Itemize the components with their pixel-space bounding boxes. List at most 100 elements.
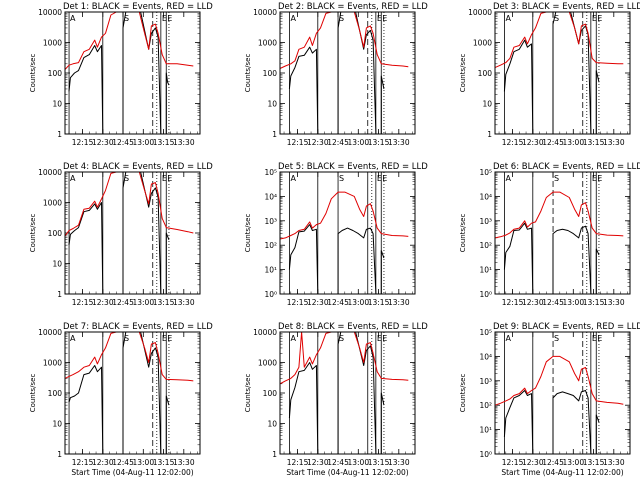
y-tick-label: 1000 <box>258 39 277 48</box>
panel-title: Det 4: BLACK = Events, RED = LLD <box>63 162 213 172</box>
y-axis-label: Counts/sec <box>459 214 467 253</box>
series-events-line <box>68 171 170 295</box>
y-tick-label: 1 <box>487 130 492 139</box>
marker-label: S <box>339 334 344 343</box>
series-events-line <box>503 222 600 295</box>
y-tick-label: 10⁰ <box>479 450 492 459</box>
panel-det-7: Det 7: BLACK = Events, RED = LLD Counts/s… <box>29 322 213 477</box>
x-axis-label: Start Time (04-Aug-11 12:02:00) <box>501 468 623 477</box>
x-tick-label: 12:15 <box>72 458 94 467</box>
series-lld-line <box>494 191 624 239</box>
marker-label: A <box>290 174 296 183</box>
x-tick-label: 12:30 <box>522 458 544 467</box>
panel-det-2: Det 2: BLACK = Events, RED = LLD Counts/s… <box>244 2 428 147</box>
y-axis-label: Counts/sec <box>459 54 467 93</box>
panel-det-3: Det 3: BLACK = Events, RED = LLD Counts/s… <box>459 2 640 147</box>
x-tick-label: 13:30 <box>603 458 625 467</box>
x-tick-label: 13:15 <box>583 298 605 307</box>
x-tick-label: 13:00 <box>132 138 154 147</box>
x-tick-label: 13:00 <box>347 138 369 147</box>
y-axis-label: Counts/sec <box>29 54 37 93</box>
x-tick-label: 12:30 <box>307 138 329 147</box>
y-tick-label: 10¹ <box>264 266 277 275</box>
y-tick-label: 10000 <box>38 8 62 17</box>
y-axis-label: Counts/sec <box>29 374 37 413</box>
marker-label: A <box>70 14 76 23</box>
x-tick-label: 13:30 <box>173 458 195 467</box>
x-tick-label: 13:30 <box>388 458 410 467</box>
y-tick-label: 10⁴ <box>479 192 492 201</box>
plot-frame <box>64 171 201 295</box>
marker-label: E <box>377 14 382 23</box>
x-tick-label: 12:45 <box>112 138 134 147</box>
x-tick-label: 12:30 <box>307 458 329 467</box>
y-tick-label: 10¹ <box>479 266 492 275</box>
y-tick-label: 10¹ <box>479 426 492 435</box>
y-tick-label: 10000 <box>38 328 62 337</box>
y-tick-label: 10³ <box>264 217 277 226</box>
panel-title: Det 6: BLACK = Events, RED = LLD <box>493 162 640 172</box>
marker-label: E <box>167 174 172 183</box>
x-tick-label: 13:30 <box>173 298 195 307</box>
y-tick-label: 100 <box>263 389 278 398</box>
x-tick-label: 12:15 <box>287 458 309 467</box>
y-tick-label: 10 <box>482 100 492 109</box>
x-tick-label: 12:30 <box>92 138 114 147</box>
x-tick-label: 12:30 <box>92 298 114 307</box>
y-tick-label: 10 <box>52 100 62 109</box>
x-tick-label: 12:45 <box>542 298 564 307</box>
marker-label: S <box>554 334 559 343</box>
panel-det-1: Det 1: BLACK = Events, RED = LLD Counts/s… <box>29 2 213 147</box>
x-tick-label: 12:30 <box>307 298 329 307</box>
x-tick-label: 12:45 <box>327 298 349 307</box>
y-tick-label: 10⁴ <box>479 352 492 361</box>
marker-label: S <box>124 174 129 183</box>
x-tick-label: 12:45 <box>112 458 134 467</box>
marker-label: E <box>597 174 602 183</box>
x-tick-label: 13:15 <box>153 138 175 147</box>
plot-frame <box>279 331 416 455</box>
x-axis-label: Start Time (04-Aug-11 12:02:00) <box>286 468 408 477</box>
x-tick-label: 12:30 <box>92 458 114 467</box>
y-tick-label: 10⁰ <box>479 290 492 299</box>
y-tick-label: 1 <box>272 130 277 139</box>
panel-title: Det 3: BLACK = Events, RED = LLD <box>493 2 640 12</box>
panel-det-6: Det 6: BLACK = Events, RED = LLD Counts/s… <box>459 162 640 307</box>
y-tick-label: 10⁵ <box>479 328 492 337</box>
y-tick-label: 10 <box>267 100 277 109</box>
x-tick-label: 12:30 <box>522 138 544 147</box>
x-tick-label: 13:00 <box>562 458 584 467</box>
x-tick-label: 12:15 <box>72 298 94 307</box>
x-tick-label: 12:15 <box>502 298 524 307</box>
marker-label: E <box>377 174 382 183</box>
series-events-line <box>503 390 600 455</box>
marker-label: A <box>505 14 511 23</box>
marker-label: E <box>597 334 602 343</box>
marker-label: E <box>597 14 602 23</box>
marker-label: E <box>382 14 387 23</box>
marker-label: A <box>290 14 296 23</box>
x-tick-label: 12:15 <box>287 298 309 307</box>
marker-label: E <box>162 334 167 343</box>
x-tick-label: 13:30 <box>388 138 410 147</box>
y-tick-label: 10⁵ <box>479 168 492 177</box>
marker-label: E <box>162 14 167 23</box>
y-tick-label: 10 <box>267 420 277 429</box>
x-tick-label: 12:30 <box>522 298 544 307</box>
y-tick-label: 1000 <box>43 199 62 208</box>
y-tick-label: 100 <box>263 69 278 78</box>
x-tick-label: 12:15 <box>502 138 524 147</box>
marker-label: E <box>592 14 597 23</box>
marker-label: E <box>167 334 172 343</box>
x-tick-label: 13:15 <box>153 298 175 307</box>
y-tick-label: 10000 <box>468 8 492 17</box>
marker-label: A <box>505 334 511 343</box>
y-axis-label: Counts/sec <box>29 214 37 253</box>
y-tick-label: 10⁰ <box>264 290 277 299</box>
marker-label: E <box>382 174 387 183</box>
y-tick-label: 10 <box>52 420 62 429</box>
y-tick-label: 1 <box>57 130 62 139</box>
y-tick-label: 10² <box>479 401 492 410</box>
